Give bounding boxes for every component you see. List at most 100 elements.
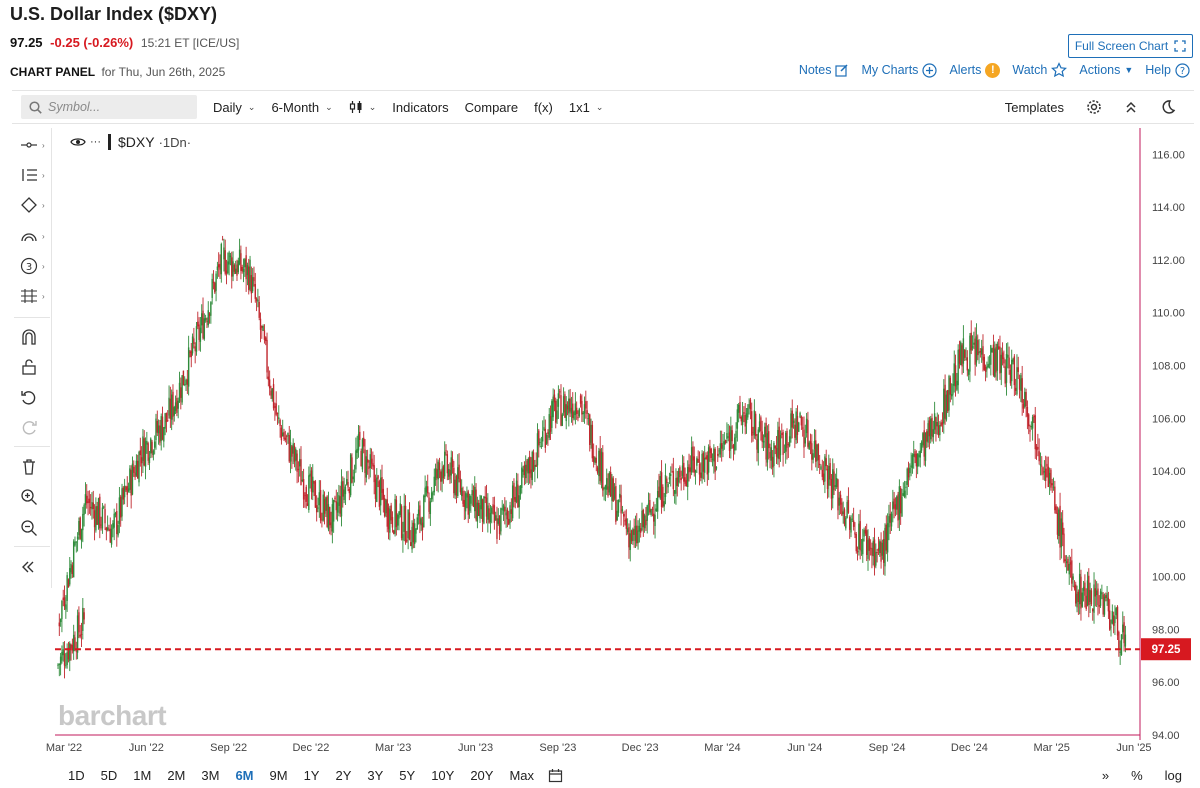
candle-body [552, 396, 554, 418]
delete-tool[interactable] [20, 456, 50, 478]
candle-body [454, 479, 456, 496]
actions-menu[interactable]: Actions ▼ [1079, 63, 1133, 77]
my-charts-link[interactable]: My Charts [861, 62, 938, 78]
percent-toggle[interactable]: % [1131, 767, 1143, 783]
candle-body [927, 423, 929, 443]
candle-body [505, 512, 507, 516]
chart-type-dropdown[interactable]: ⌄ [349, 100, 376, 114]
calendar-icon[interactable] [548, 768, 563, 783]
range-5y[interactable]: 5Y [399, 767, 416, 783]
eye-icon[interactable] [70, 136, 86, 148]
trend-lines-tool[interactable]: › [20, 164, 50, 186]
fib-tool[interactable]: › [20, 285, 50, 307]
help-label: Help [1145, 63, 1171, 77]
interval-dropdown[interactable]: Daily ⌄ [213, 100, 255, 115]
range-2m[interactable]: 2M [167, 767, 186, 783]
candle-body [472, 490, 475, 507]
range-1y[interactable]: 1Y [303, 767, 320, 783]
candle-body [289, 442, 292, 462]
candle-body [1055, 506, 1057, 514]
log-toggle[interactable]: log [1164, 767, 1182, 783]
candle-body [947, 390, 949, 412]
full-screen-chart-button[interactable]: Full Screen Chart [1068, 34, 1193, 58]
alerts-link[interactable]: Alerts ! [949, 62, 1001, 78]
range-selector: 1D 5D 1M 2M 3M 6M 9M 1Y 2Y 3Y 5Y 10Y 20Y… [60, 763, 1194, 787]
range-1d[interactable]: 1D [68, 767, 85, 783]
period-dropdown[interactable]: 6-Month ⌄ [271, 100, 332, 115]
moon-icon[interactable] [1160, 99, 1176, 115]
range-5d[interactable]: 5D [100, 767, 118, 783]
arc-tool[interactable]: › [20, 225, 50, 247]
candle-body [203, 318, 206, 339]
function-button[interactable]: f(x) [534, 100, 553, 115]
range-9m[interactable]: 9M [269, 767, 288, 783]
candle-body [519, 485, 522, 495]
candle-body [204, 318, 207, 321]
candle-body [231, 257, 233, 277]
range-max[interactable]: Max [509, 767, 535, 783]
candle-body [598, 450, 600, 477]
candle-body [1050, 469, 1052, 488]
shapes-tool[interactable]: › [20, 194, 50, 216]
candle-body [526, 460, 528, 472]
candle-body [768, 431, 770, 449]
legend-more-icon[interactable]: ··· [90, 136, 101, 148]
help-link[interactable]: Help ? [1145, 62, 1190, 78]
range-3m[interactable]: 3M [201, 767, 220, 783]
range-2y[interactable]: 2Y [335, 767, 352, 783]
candle-body [680, 477, 682, 481]
candle-body [360, 450, 362, 467]
candle-body [225, 270, 228, 274]
symbol-search[interactable]: Symbol... [21, 95, 197, 119]
candle-body [557, 393, 560, 407]
scroll-end-icon[interactable]: » [1101, 767, 1110, 783]
candle-body [868, 538, 871, 551]
magnet-tool[interactable] [20, 326, 50, 348]
candle-body [125, 486, 127, 491]
candle-body [583, 404, 586, 414]
lock-tool[interactable] [20, 356, 50, 378]
watch-link[interactable]: Watch [1012, 62, 1068, 78]
candle-body [815, 440, 817, 462]
candle-body [83, 612, 85, 620]
notes-link[interactable]: Notes [799, 63, 850, 77]
zoom-out-tool[interactable] [20, 517, 50, 539]
panel-title: CHART PANEL [10, 65, 96, 79]
layout-dropdown[interactable]: 1x1 ⌄ [569, 100, 604, 115]
trend-lines-icon [22, 169, 37, 181]
candle-body [850, 518, 852, 533]
collapse-up-icon[interactable] [1124, 100, 1138, 114]
candle-body [856, 550, 859, 553]
candle-body [821, 469, 823, 477]
candle-body [364, 449, 366, 473]
range-3y[interactable]: 3Y [367, 767, 384, 783]
range-10y[interactable]: 10Y [431, 767, 455, 783]
templates-button[interactable]: Templates [1004, 99, 1064, 115]
counter-tool[interactable]: 3 › [20, 255, 50, 277]
zoom-in-tool[interactable] [20, 486, 50, 508]
candle-body [389, 509, 391, 533]
candle-body [616, 510, 618, 521]
gear-icon[interactable] [1086, 99, 1102, 115]
candle-body [818, 463, 821, 466]
candle-body [807, 420, 809, 447]
undo-icon [21, 391, 36, 405]
candle-body [783, 451, 786, 453]
redo-tool[interactable] [20, 416, 50, 438]
crosshair-tool[interactable]: › [20, 134, 50, 156]
range-6m[interactable]: 6M [235, 767, 254, 783]
candle-body [136, 460, 139, 479]
range-1m[interactable]: 1M [133, 767, 152, 783]
candle-body [569, 398, 571, 412]
indicators-button[interactable]: Indicators [392, 100, 448, 115]
candle-body [990, 345, 992, 365]
candle-body [1102, 594, 1104, 615]
candle-body [609, 471, 612, 497]
range-20y[interactable]: 20Y [470, 767, 494, 783]
candle-body [880, 541, 882, 562]
compare-button[interactable]: Compare [465, 100, 518, 115]
collapse-sidebar-button[interactable] [20, 556, 50, 578]
undo-tool[interactable] [20, 386, 50, 408]
candle-body [551, 401, 553, 428]
